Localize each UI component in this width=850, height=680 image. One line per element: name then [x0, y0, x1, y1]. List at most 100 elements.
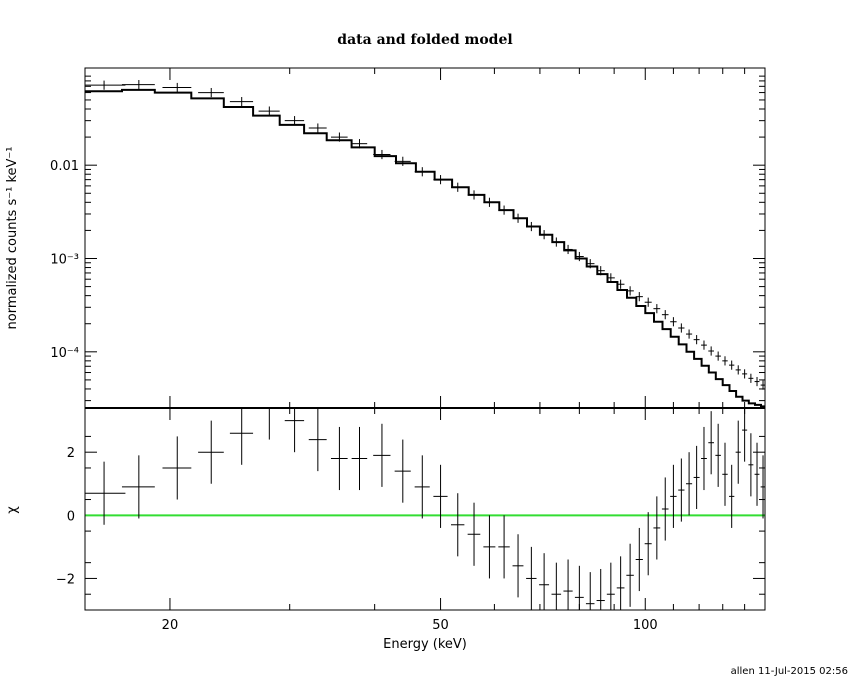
residual-point [394, 439, 411, 503]
data-point [708, 346, 714, 356]
residual-point [644, 512, 652, 576]
residual-point [748, 433, 754, 497]
residual-point [701, 426, 707, 491]
data-point [748, 373, 754, 383]
residual-point [729, 464, 735, 528]
data-point [467, 190, 481, 200]
data-point [351, 139, 368, 149]
data-point [686, 329, 693, 339]
data-point [229, 97, 254, 107]
residual-point [162, 436, 192, 500]
data-point [258, 106, 280, 116]
residual-point [693, 445, 700, 509]
data-point [661, 310, 669, 320]
residual-point [284, 408, 305, 453]
timestamp-footer: allen 11-Jul-2015 02:56 [731, 666, 848, 677]
data-point [616, 279, 625, 289]
residual-point [258, 407, 280, 440]
residual-point [742, 408, 748, 462]
data-point [498, 205, 510, 215]
data-point [606, 273, 615, 283]
residual-point [574, 565, 584, 610]
residual-point [512, 534, 524, 598]
x-axis-label: Energy (keV) [383, 637, 467, 652]
residual-point [722, 442, 728, 506]
top-panel: 0.01 10⁻³ 10⁻⁴ [50, 68, 766, 420]
data-point [722, 356, 728, 366]
data-point [162, 82, 192, 93]
y-tick-label: 10⁻⁴ [50, 346, 79, 361]
residual-point [606, 562, 615, 610]
residual-point [526, 546, 537, 610]
data-point [635, 292, 643, 302]
data-point [539, 230, 550, 240]
residual-point [735, 420, 741, 484]
residual-point [351, 426, 368, 491]
residual-point [626, 543, 634, 607]
residual-point [686, 452, 693, 516]
data-point [121, 80, 155, 90]
residual-point [85, 461, 126, 525]
residual-point [635, 527, 643, 592]
x-tick-label: 100 [633, 618, 658, 633]
data-point [284, 116, 305, 126]
data-point [526, 221, 537, 232]
data-point [483, 197, 496, 207]
data-point [585, 259, 595, 269]
y-tick-label: 2 [67, 446, 75, 461]
residual-point [678, 458, 685, 522]
residual-point [373, 423, 391, 487]
residual-point [616, 556, 625, 610]
data-point [735, 365, 741, 375]
data-point [373, 149, 391, 160]
data-point [563, 244, 573, 255]
data-point [308, 123, 327, 133]
data-point [85, 80, 126, 90]
chart-title: data and folded model [337, 32, 512, 48]
y-tick-label: 0 [67, 509, 75, 524]
y-tick-label: −2 [56, 572, 75, 587]
residual-point [760, 455, 765, 519]
data-point [596, 266, 605, 276]
data-point [754, 376, 760, 387]
bottom-panel: 20 50 100 −2 0 2 [56, 407, 766, 633]
data-point [693, 335, 700, 345]
residual-point [670, 464, 677, 528]
residual-point [121, 455, 155, 519]
top-panel-frame [84, 67, 766, 409]
residual-point [414, 455, 430, 519]
residual-point [551, 562, 562, 610]
data-point [644, 297, 652, 307]
residual-point [308, 408, 327, 472]
residual-point [563, 559, 573, 610]
data-point [451, 182, 465, 192]
data-point [760, 380, 765, 390]
residual-point [451, 493, 465, 557]
residual-point [661, 477, 669, 541]
residual-point [198, 420, 224, 484]
data-point [715, 351, 721, 361]
top-y-axis-label: normalized counts s⁻¹ keV⁻¹ [5, 147, 20, 330]
data-point [574, 251, 584, 262]
data-point [729, 360, 735, 370]
data-point [670, 317, 677, 327]
residual-point [498, 515, 510, 579]
residual-point [754, 442, 760, 506]
residual-point [433, 464, 448, 528]
data-point [330, 132, 348, 142]
model-step-line [85, 88, 765, 408]
residual-point [653, 496, 661, 560]
residual-point [715, 423, 721, 487]
data-point [433, 175, 448, 185]
y-tick-label: 0.01 [50, 159, 79, 174]
data-point [653, 304, 661, 314]
data-point [626, 286, 634, 296]
x-tick-label: 20 [162, 618, 179, 633]
x-tick-label: 50 [432, 618, 449, 633]
residual-point [330, 426, 348, 491]
residual-point [467, 502, 481, 566]
data-point [414, 167, 430, 177]
residual-point [708, 411, 714, 475]
data-point [198, 87, 224, 98]
